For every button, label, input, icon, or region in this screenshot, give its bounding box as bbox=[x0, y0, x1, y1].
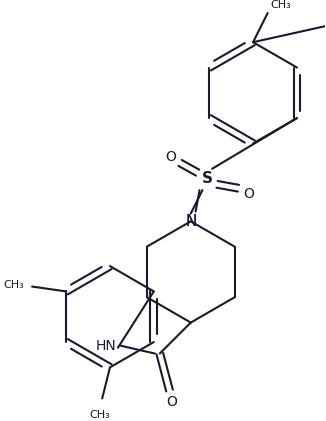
Text: N: N bbox=[185, 214, 197, 229]
Text: O: O bbox=[243, 187, 254, 201]
Text: S: S bbox=[202, 171, 213, 186]
Text: O: O bbox=[166, 395, 177, 409]
Text: N: N bbox=[185, 214, 197, 229]
Text: CH₃: CH₃ bbox=[4, 280, 24, 290]
Text: HN: HN bbox=[96, 339, 117, 353]
Text: O: O bbox=[165, 150, 176, 164]
Text: CH₃: CH₃ bbox=[271, 0, 291, 10]
Text: CH₃: CH₃ bbox=[90, 410, 111, 420]
